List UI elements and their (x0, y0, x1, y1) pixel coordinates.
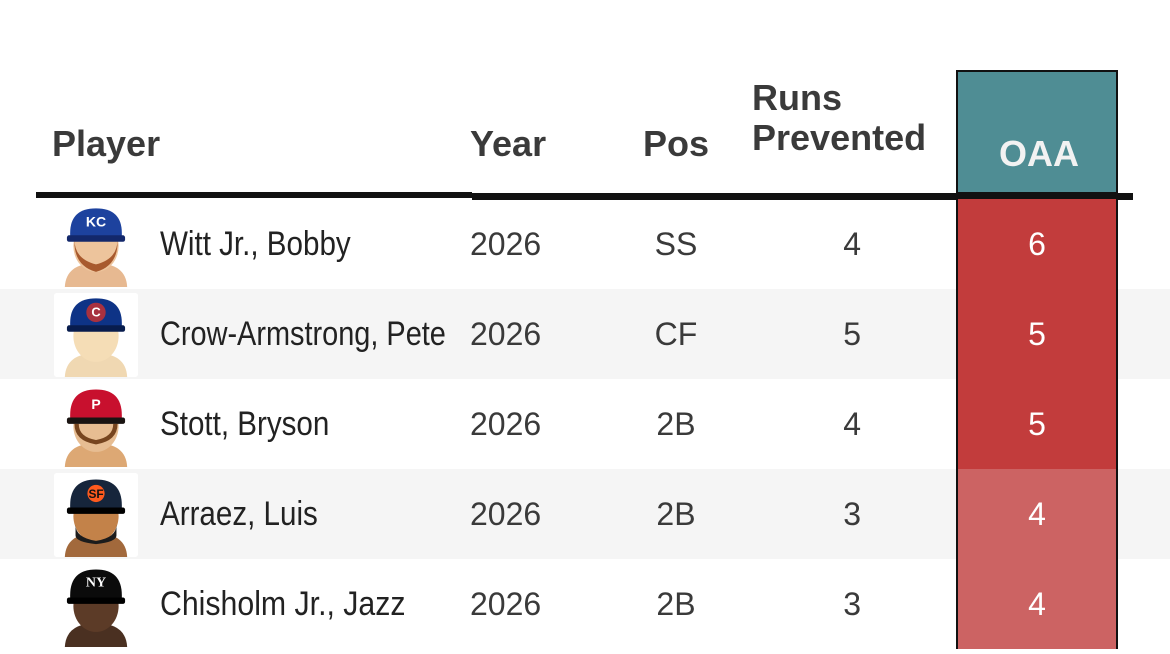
svg-text:KC: KC (86, 214, 106, 230)
svg-text:SF: SF (88, 487, 103, 501)
svg-text:C: C (91, 305, 100, 320)
svg-text:P: P (91, 396, 100, 412)
svg-text:NY: NY (86, 576, 106, 591)
